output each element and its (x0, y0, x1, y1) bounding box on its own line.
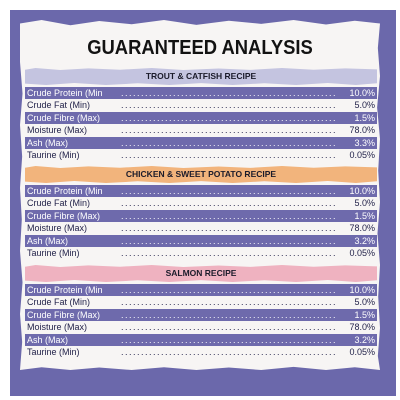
table-row: Crude Protein (Min......................… (25, 185, 377, 198)
nutrient-name: Moisture (Max) (27, 223, 88, 234)
leader-dots: ........................................… (121, 297, 337, 308)
section-salmon: SALMON RECIPE Crude Protein (Min........… (25, 265, 377, 358)
nutrient-name: Ash (Max) (27, 137, 69, 148)
table-row: Crude Fibre (Max).......................… (25, 111, 377, 125)
leader-dots: ........................................… (121, 149, 337, 160)
table-row: Crude Protein (Min......................… (25, 87, 377, 100)
leader-dots: ........................................… (121, 100, 337, 111)
leader-dots: ........................................… (121, 322, 337, 333)
nutrient-value: 3.2% (354, 235, 375, 246)
section-heading: SALMON RECIPE (25, 265, 377, 282)
nutrient-value: 1.5% (354, 210, 375, 221)
table-row: Ash (Max)...............................… (25, 136, 377, 149)
nutrient-value: 1.5% (354, 112, 375, 123)
table-row: Crude Fibre (Max).......................… (25, 209, 377, 223)
nutrient-name: Crude Protein (Min (27, 285, 103, 295)
nutrient-name: Taurine (Min) (27, 247, 80, 258)
table-row: Crude Fat (Min).........................… (25, 197, 377, 209)
section-trout-catfish: TROUT & CATFISH RECIPE Crude Protein (Mi… (25, 68, 377, 161)
page-title: GUARANTEED ANALYSIS (87, 37, 313, 59)
nutrient-value: 5.0% (354, 100, 375, 111)
nutrient-name: Crude Fat (Min) (27, 198, 91, 209)
nutrient-table: Crude Protein (Min......................… (25, 185, 377, 259)
nutrient-name: Moisture (Max) (27, 125, 88, 136)
nutrient-name: Crude Fibre (Max) (27, 112, 101, 123)
nutrient-table: Crude Protein (Min......................… (25, 284, 377, 358)
nutrient-value: 0.05% (349, 346, 375, 357)
nutrient-name: Crude Protein (Min (27, 88, 103, 98)
nutrient-name: Ash (Max) (27, 334, 69, 345)
leader-dots: ........................................… (121, 334, 337, 345)
nutrient-value: 5.0% (354, 198, 375, 209)
table-row: Moisture (Max)..........................… (25, 321, 377, 333)
table-row: Crude Fat (Min).........................… (25, 99, 377, 111)
table-row: Moisture (Max)..........................… (25, 124, 377, 136)
table-row: Taurine (Min)...........................… (25, 346, 377, 358)
leader-dots: ........................................… (121, 309, 337, 320)
table-row: Moisture (Max)..........................… (25, 222, 377, 234)
section-chicken-sweet-potato: CHICKEN & SWEET POTATO RECIPE Crude Prot… (25, 166, 377, 259)
nutrient-name: Moisture (Max) (27, 322, 88, 333)
nutrient-name: Taurine (Min) (27, 346, 80, 357)
table-row: Crude Fat (Min).........................… (25, 296, 377, 308)
nutrient-value: 0.05% (349, 149, 375, 160)
nutrient-value: 1.5% (354, 309, 375, 320)
section-heading: CHICKEN & SWEET POTATO RECIPE (25, 166, 377, 183)
leader-dots: ........................................… (121, 210, 337, 221)
table-row: Ash (Max)...............................… (25, 234, 377, 247)
nutrient-name: Taurine (Min) (27, 149, 80, 160)
nutrient-name: Crude Fibre (Max) (27, 309, 101, 320)
leader-dots: ........................................… (121, 285, 337, 295)
table-row: Crude Protein (Min......................… (25, 284, 377, 297)
nutrient-name: Crude Protein (Min (27, 186, 103, 196)
nutrient-value: 5.0% (354, 297, 375, 308)
nutrient-name: Crude Fibre (Max) (27, 210, 101, 221)
nutrient-name: Crude Fat (Min) (27, 100, 91, 111)
nutrient-value: 3.2% (354, 334, 375, 345)
nutrient-value: 10.0% (349, 186, 375, 196)
table-row: Taurine (Min)...........................… (25, 149, 377, 161)
table-row: Crude Fibre (Max).......................… (25, 308, 377, 322)
table-row: Ash (Max)...............................… (25, 333, 377, 346)
leader-dots: ........................................… (121, 125, 337, 136)
table-row: Taurine (Min)...........................… (25, 247, 377, 259)
nutrient-value: 0.05% (349, 247, 375, 258)
nutrient-value: 3.3% (354, 137, 375, 148)
nutrient-name: Crude Fat (Min) (27, 297, 91, 308)
section-heading: TROUT & CATFISH RECIPE (25, 68, 377, 85)
leader-dots: ........................................… (121, 186, 337, 196)
leader-dots: ........................................… (121, 223, 337, 234)
nutrient-table: Crude Protein (Min......................… (25, 87, 377, 161)
leader-dots: ........................................… (121, 247, 337, 258)
nutrient-value: 78.0% (349, 322, 375, 333)
nutrient-name: Ash (Max) (27, 235, 69, 246)
leader-dots: ........................................… (121, 88, 337, 98)
leader-dots: ........................................… (121, 137, 337, 148)
nutrient-value: 10.0% (349, 285, 375, 295)
leader-dots: ........................................… (121, 198, 337, 209)
leader-dots: ........................................… (121, 235, 337, 246)
leader-dots: ........................................… (121, 112, 337, 123)
nutrient-value: 78.0% (349, 223, 375, 234)
leader-dots: ........................................… (121, 346, 337, 357)
nutrient-value: 10.0% (349, 88, 375, 98)
nutrient-value: 78.0% (349, 125, 375, 136)
